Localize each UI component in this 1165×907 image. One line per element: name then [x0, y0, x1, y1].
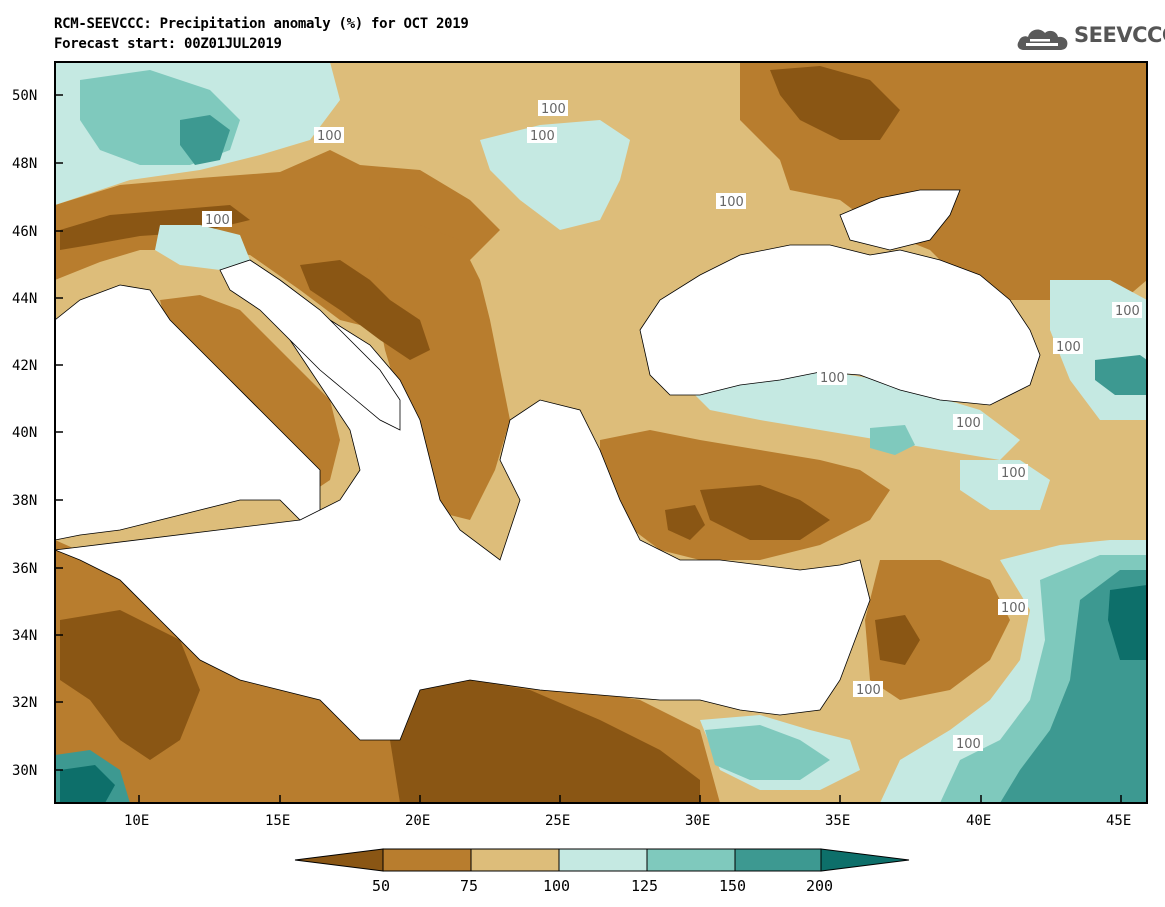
- lat-label: 34N: [12, 628, 37, 644]
- svg-text:100: 100: [205, 213, 230, 228]
- lat-label: 32N: [12, 695, 37, 711]
- field-wet-adriatic: [155, 225, 250, 270]
- lat-label: 38N: [12, 493, 37, 509]
- logo-text: SEEVCCC: [1074, 23, 1165, 47]
- svg-text:100: 100: [719, 195, 744, 210]
- lon-label: 25E: [545, 813, 570, 829]
- lon-label: 15E: [265, 813, 290, 829]
- field-wet-hungary: [480, 120, 630, 230]
- colorbar-label: 125: [631, 877, 658, 895]
- title-line-2: Forecast start: 00Z01JUL2019: [54, 36, 282, 52]
- field-strongdry-4: [700, 485, 830, 540]
- lon-label: 10E: [124, 813, 149, 829]
- latitude-axis: 50N 48N 46N 44N 42N 40N 38N 36N 34N 32N …: [12, 88, 63, 779]
- lat-label: 48N: [12, 156, 37, 172]
- contour-label: 100: [817, 369, 847, 386]
- field-wetter-turkey: [870, 425, 915, 455]
- contour-label: 100: [202, 211, 232, 228]
- colorbar-segment: [294, 848, 384, 872]
- colorbar-segment: [470, 848, 560, 872]
- sea-azov: [839, 189, 961, 251]
- field-wet-turkey-north: [690, 370, 1020, 460]
- contour-label: 100: [538, 100, 568, 117]
- lat-label: 50N: [12, 88, 37, 104]
- svg-text:100: 100: [317, 129, 342, 144]
- lat-label: 44N: [12, 291, 37, 307]
- colorbar-segment: [734, 848, 822, 872]
- lon-label: 45E: [1106, 813, 1131, 829]
- colorbar: 50 75 100 125 150 200: [294, 848, 910, 895]
- contour-label: 100: [1112, 302, 1142, 319]
- field-strongdry-2: [300, 260, 430, 360]
- svg-text:100: 100: [956, 737, 981, 752]
- svg-text:100: 100: [1056, 340, 1081, 355]
- contour-label: 100: [953, 735, 983, 752]
- colorbar-segment: [820, 848, 910, 872]
- field-wetter-sinai: [705, 725, 830, 780]
- svg-text:100: 100: [530, 129, 555, 144]
- contour-label: 100: [716, 193, 746, 210]
- svg-text:100: 100: [856, 683, 881, 698]
- svg-text:100: 100: [1115, 304, 1140, 319]
- longitude-axis: 10E 15E 20E 25E 30E 35E 40E 45E: [124, 795, 1131, 829]
- sea-black: [639, 244, 1041, 406]
- field-dry-levant: [865, 560, 1010, 700]
- field-strongdry-3: [770, 66, 900, 140]
- contour-label: 100: [953, 414, 983, 431]
- cloud-icon: [1017, 29, 1068, 50]
- lon-label: 40E: [966, 813, 991, 829]
- field-verywet-alps: [180, 115, 230, 165]
- svg-text:100: 100: [956, 416, 981, 431]
- svg-text:100: 100: [541, 102, 566, 117]
- lat-label: 42N: [12, 358, 37, 374]
- anomaly-field: [55, 62, 1147, 803]
- field-strongdry-7: [875, 615, 920, 665]
- lat-label: 30N: [12, 763, 37, 779]
- sea-tyrrhenian-ionian-aegean: [55, 284, 871, 741]
- colorbar-label: 150: [719, 877, 746, 895]
- field-strongdry-5: [60, 610, 200, 760]
- colorbar-segment: [646, 848, 736, 872]
- contour-label: 100: [1053, 338, 1083, 355]
- sea-adriatic: [219, 259, 401, 431]
- lat-label: 40N: [12, 425, 37, 441]
- colorbar-label: 200: [806, 877, 833, 895]
- map-title: RCM-SEEVCCC: Precipitation anomaly (%) f…: [54, 14, 469, 54]
- lon-label: 30E: [685, 813, 710, 829]
- contour-label: 100: [853, 681, 883, 698]
- contour-label: 100: [527, 127, 557, 144]
- svg-text:100: 100: [820, 371, 845, 386]
- lon-label: 35E: [825, 813, 850, 829]
- svg-text:100: 100: [1001, 601, 1026, 616]
- colorbar-segment: [558, 848, 648, 872]
- field-verywet-caucasus: [1095, 355, 1147, 395]
- field-extremewet-arabia: [1108, 585, 1147, 660]
- colorbar-segment: [382, 848, 472, 872]
- title-line-1: RCM-SEEVCCC: Precipitation anomaly (%) f…: [54, 16, 469, 32]
- field-extremewet-west: [60, 765, 115, 803]
- lon-label: 20E: [405, 813, 430, 829]
- contour-label: 100: [998, 464, 1028, 481]
- contour-label: 100: [314, 127, 344, 144]
- contour-label: 100: [998, 599, 1028, 616]
- field-strongdry-6: [390, 680, 700, 803]
- colorbar-label: 100: [543, 877, 570, 895]
- colorbar-label: 50: [372, 877, 390, 895]
- seevccc-logo: SEEVCCC: [1016, 20, 1165, 56]
- field-strongdry-8: [665, 505, 705, 540]
- svg-text:100: 100: [1001, 466, 1026, 481]
- contour-labels: 100 100 100 100 100 100 100 100 100 100 …: [202, 100, 1142, 752]
- lat-label: 46N: [12, 224, 37, 240]
- colorbar-label: 75: [460, 877, 478, 895]
- lat-label: 36N: [12, 561, 37, 577]
- field-verywet-arabia: [1000, 570, 1147, 803]
